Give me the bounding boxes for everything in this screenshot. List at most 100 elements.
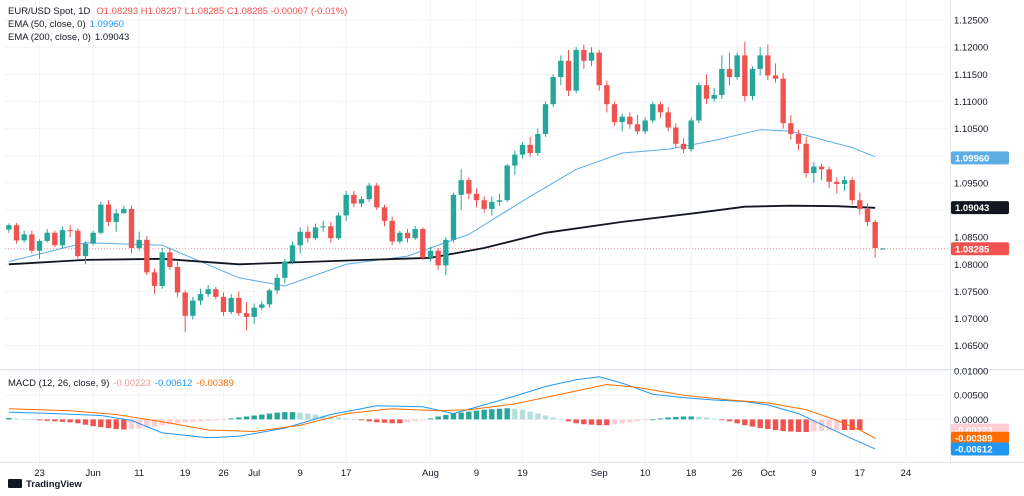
candle (182, 290, 188, 333)
macd-histogram-bar (788, 419, 794, 432)
macd-histogram-bar (742, 419, 748, 426)
candle (404, 228, 411, 243)
candle-body (726, 68, 733, 78)
candle-body (634, 124, 641, 132)
candle (826, 166, 832, 189)
macd-histogram-bar (473, 410, 480, 420)
macd-histogram-bar (512, 408, 518, 420)
ema200-line (8, 204, 876, 266)
price-tag: 1.09043 (951, 201, 1009, 215)
macd-tag-bg (951, 442, 1009, 456)
macd-histogram-bar (52, 419, 58, 422)
macd-histogram-bar (82, 419, 89, 425)
macd-histogram-bar (351, 419, 357, 421)
candle-body (305, 231, 311, 239)
macd-tag-text: -0.00612 (955, 445, 993, 456)
candle-body (780, 78, 786, 124)
macd-histogram-bar (151, 419, 158, 427)
candle (811, 162, 817, 183)
candle-body (381, 207, 388, 221)
macd-histogram-bar (289, 412, 296, 420)
macd-histogram-bar (466, 411, 472, 420)
macd-histogram-bar (305, 413, 311, 420)
macd-histogram-bar (611, 419, 618, 425)
candle-body (841, 180, 848, 184)
candle (611, 101, 618, 126)
candle-body (320, 226, 326, 228)
macd-histogram-bar (251, 415, 257, 420)
macd-histogram-bar (128, 419, 135, 430)
candle (642, 117, 648, 135)
candle (320, 220, 326, 232)
candle-body (788, 123, 794, 135)
macd-histogram-bar (236, 417, 242, 420)
candle (542, 101, 549, 137)
candle-body (274, 277, 280, 291)
time-tick-label: Jul (248, 468, 260, 479)
candle-body (412, 228, 418, 239)
macd-histogram-bar (412, 419, 418, 422)
candle-body (435, 250, 441, 266)
candle (627, 112, 633, 129)
candle (581, 44, 587, 69)
macd-histogram-bar (811, 419, 817, 432)
candle (535, 128, 541, 156)
candle (44, 228, 50, 243)
macd-histogram-bar (21, 418, 27, 420)
candle (213, 287, 219, 300)
candle (849, 177, 855, 205)
candle-body (159, 252, 165, 286)
candle (481, 196, 487, 213)
candle-body (627, 116, 633, 125)
macd-histogram-bar (573, 419, 579, 424)
macd-histogram-bar (849, 419, 855, 431)
candle-body (473, 193, 480, 201)
candle (765, 44, 771, 80)
macd-histogram-bar (197, 419, 204, 422)
candle (680, 138, 687, 154)
candle (772, 63, 779, 83)
candle-body (642, 120, 648, 132)
candle-body (335, 215, 342, 239)
candle (726, 52, 733, 86)
candle (274, 274, 280, 295)
time-tick-label: 9 (474, 468, 479, 479)
grid (5, 0, 948, 462)
candle-body (343, 194, 349, 216)
candle-body (673, 127, 679, 144)
macd-histogram-bar (673, 416, 679, 420)
macd-histogram-bar (144, 419, 150, 428)
candle (305, 226, 311, 243)
candle-body (113, 213, 119, 222)
macd-histogram-bar (535, 413, 541, 420)
price-tag-bg (951, 242, 1009, 256)
macd-pane[interactable] (6, 376, 876, 450)
macd-histogram-bar (243, 416, 250, 420)
candle (358, 196, 365, 208)
candle (328, 221, 334, 243)
macd-histogram-bar (757, 419, 763, 429)
candle (67, 225, 73, 238)
candle (220, 292, 227, 316)
macd-histogram-bar (841, 419, 848, 431)
candle-body (13, 225, 20, 241)
candle-body (98, 204, 104, 233)
candle (282, 258, 288, 284)
candle (374, 182, 380, 211)
candle (734, 52, 740, 80)
macd-tick-label: 0.00000 (954, 415, 988, 426)
macd-histogram-bar (834, 419, 840, 431)
candle-body (588, 52, 595, 61)
candle (473, 188, 480, 208)
candle-body (826, 169, 832, 182)
candle (565, 49, 572, 97)
macd-histogram-bar (67, 419, 73, 423)
candle-body (619, 116, 625, 123)
candle (190, 296, 196, 320)
price-pane[interactable] (5, 41, 948, 333)
price-tick-label: 1.08500 (954, 233, 988, 244)
candle-body (289, 245, 296, 262)
time-tick-label: Sep (591, 468, 608, 479)
price-tag-bg (951, 151, 1009, 165)
